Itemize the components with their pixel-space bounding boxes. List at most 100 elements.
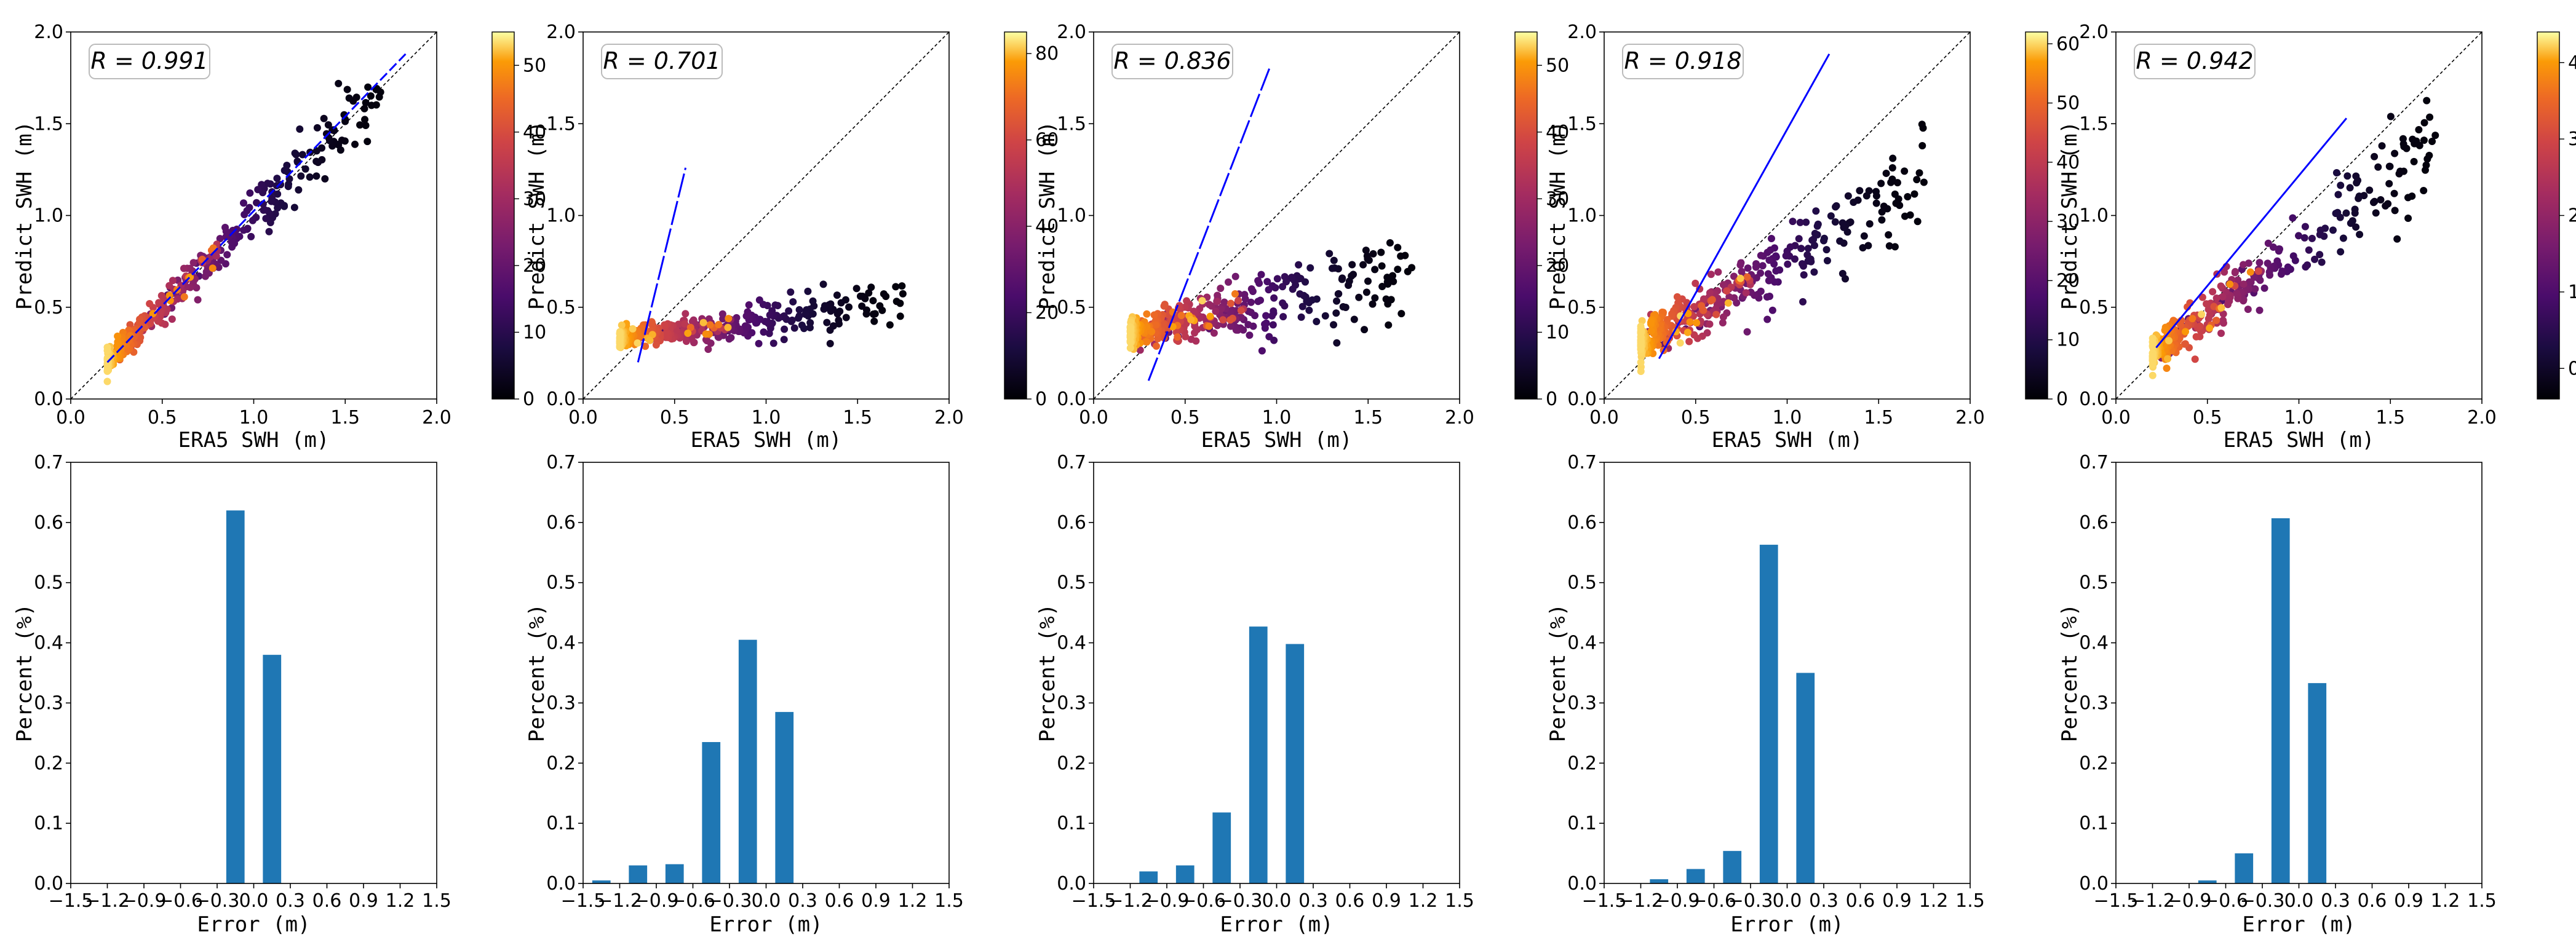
data-point xyxy=(1714,268,1722,276)
data-point xyxy=(1265,286,1273,294)
data-point xyxy=(1126,323,1134,331)
data-point xyxy=(785,307,793,315)
x-tick-label: 2.0 xyxy=(2467,407,2497,429)
data-point xyxy=(1241,291,1249,299)
y-tick-label: 1.0 xyxy=(34,205,63,227)
data-point xyxy=(869,297,877,305)
colorbar-tick-label: 30 xyxy=(1546,188,1569,210)
y-tick-label: 0.2 xyxy=(546,752,576,774)
data-point xyxy=(1359,261,1367,269)
data-point xyxy=(1832,203,1840,211)
data-point xyxy=(2277,270,2285,278)
data-point xyxy=(1804,245,1812,253)
data-point xyxy=(168,315,176,323)
data-point xyxy=(681,320,689,328)
data-point xyxy=(301,165,309,173)
data-point xyxy=(702,330,710,338)
data-point xyxy=(1247,285,1255,293)
data-point xyxy=(2264,259,2272,267)
x-axis-label: Error (m) xyxy=(2242,912,2355,937)
y-tick-label: 0.6 xyxy=(546,512,576,534)
x-tick-label: 1.5 xyxy=(422,890,451,912)
x-tick-label: 0.3 xyxy=(2321,890,2350,912)
data-point xyxy=(2391,207,2399,215)
colorbar-tick-label: 0 xyxy=(2568,358,2576,379)
data-point xyxy=(1690,302,1698,310)
data-point xyxy=(845,303,853,311)
r-value: R = 0.991 xyxy=(90,47,208,74)
data-point xyxy=(1800,271,1808,279)
data-point xyxy=(1330,256,1338,264)
data-point xyxy=(1772,267,1780,275)
data-point xyxy=(1330,321,1338,329)
data-point xyxy=(794,314,802,322)
data-point xyxy=(280,167,288,175)
y-tick-label: 0.7 xyxy=(1057,452,1086,473)
x-tick-label: −0.6 xyxy=(670,890,715,912)
y-tick-label: 0.3 xyxy=(2079,692,2109,714)
x-tick-label: 0.9 xyxy=(861,890,891,912)
x-tick-label: 0.0 xyxy=(1589,407,1619,429)
y-tick-label: 0.2 xyxy=(1567,752,1597,774)
x-tick-label: 0.0 xyxy=(1262,890,1292,912)
data-point xyxy=(1160,302,1168,310)
data-point xyxy=(298,151,306,159)
data-point xyxy=(217,256,225,264)
colorbar-tick-label: 0 xyxy=(523,389,535,410)
data-point xyxy=(1860,232,1868,240)
data-point xyxy=(1205,301,1213,309)
data-point xyxy=(1823,257,1831,265)
data-point xyxy=(2318,258,2326,266)
y-tick-label: 0.6 xyxy=(2079,512,2109,534)
data-point xyxy=(1297,313,1305,321)
data-point xyxy=(1281,273,1289,281)
data-point xyxy=(1313,318,1321,326)
data-point xyxy=(2423,155,2431,163)
data-point xyxy=(1369,300,1377,308)
y-tick-label: 0.4 xyxy=(2079,633,2109,654)
x-tick-label: −0.9 xyxy=(1145,890,1190,912)
data-point xyxy=(2374,163,2382,171)
data-point xyxy=(2301,223,2309,231)
data-point xyxy=(1254,298,1262,306)
x-tick-label: 0.3 xyxy=(1809,890,1839,912)
data-point xyxy=(1811,229,1819,237)
x-tick-label: −0.6 xyxy=(1181,890,1226,912)
y-tick-label: 1.5 xyxy=(34,113,63,135)
data-point xyxy=(1378,262,1386,270)
data-point xyxy=(2192,333,2200,341)
y-tick-label: 0.0 xyxy=(546,873,576,895)
y-tick-label: 2.0 xyxy=(1567,22,1597,43)
y-axis-label: Predict SWH (m) xyxy=(1546,121,1570,310)
data-point xyxy=(769,339,777,347)
colorbar-tick-label: 10 xyxy=(1546,322,1569,343)
data-point xyxy=(2431,132,2439,140)
x-tick-label: 1.2 xyxy=(2431,890,2460,912)
data-point xyxy=(745,301,753,309)
y-tick-label: 0.5 xyxy=(2079,297,2109,318)
data-point xyxy=(1350,315,1358,323)
data-point xyxy=(755,296,763,304)
data-point xyxy=(826,326,834,334)
r-box xyxy=(89,44,210,79)
data-point xyxy=(682,310,690,318)
data-point xyxy=(1637,358,1645,366)
data-point xyxy=(2378,142,2386,150)
data-point xyxy=(1803,251,1811,259)
data-point xyxy=(2404,194,2412,202)
y-axis-label: Predict SWH (m) xyxy=(525,121,549,310)
x-tick-label: 1.0 xyxy=(1773,407,1802,429)
data-point xyxy=(1234,296,1242,304)
y-tick-label: 1.0 xyxy=(2079,205,2109,227)
data-point xyxy=(1647,318,1655,326)
data-point xyxy=(1738,267,1746,275)
data-point xyxy=(1150,311,1158,319)
x-tick-label: 0.6 xyxy=(2358,890,2387,912)
histogram-bar xyxy=(1650,879,1669,883)
colorbar-tick-label: 20 xyxy=(1546,255,1569,277)
data-point xyxy=(853,285,861,293)
r-value: R = 0.918 xyxy=(1624,47,1741,74)
data-point xyxy=(297,172,305,180)
x-tick-label: 1.5 xyxy=(1353,407,1383,429)
x-tick-label: 0.0 xyxy=(568,407,598,429)
